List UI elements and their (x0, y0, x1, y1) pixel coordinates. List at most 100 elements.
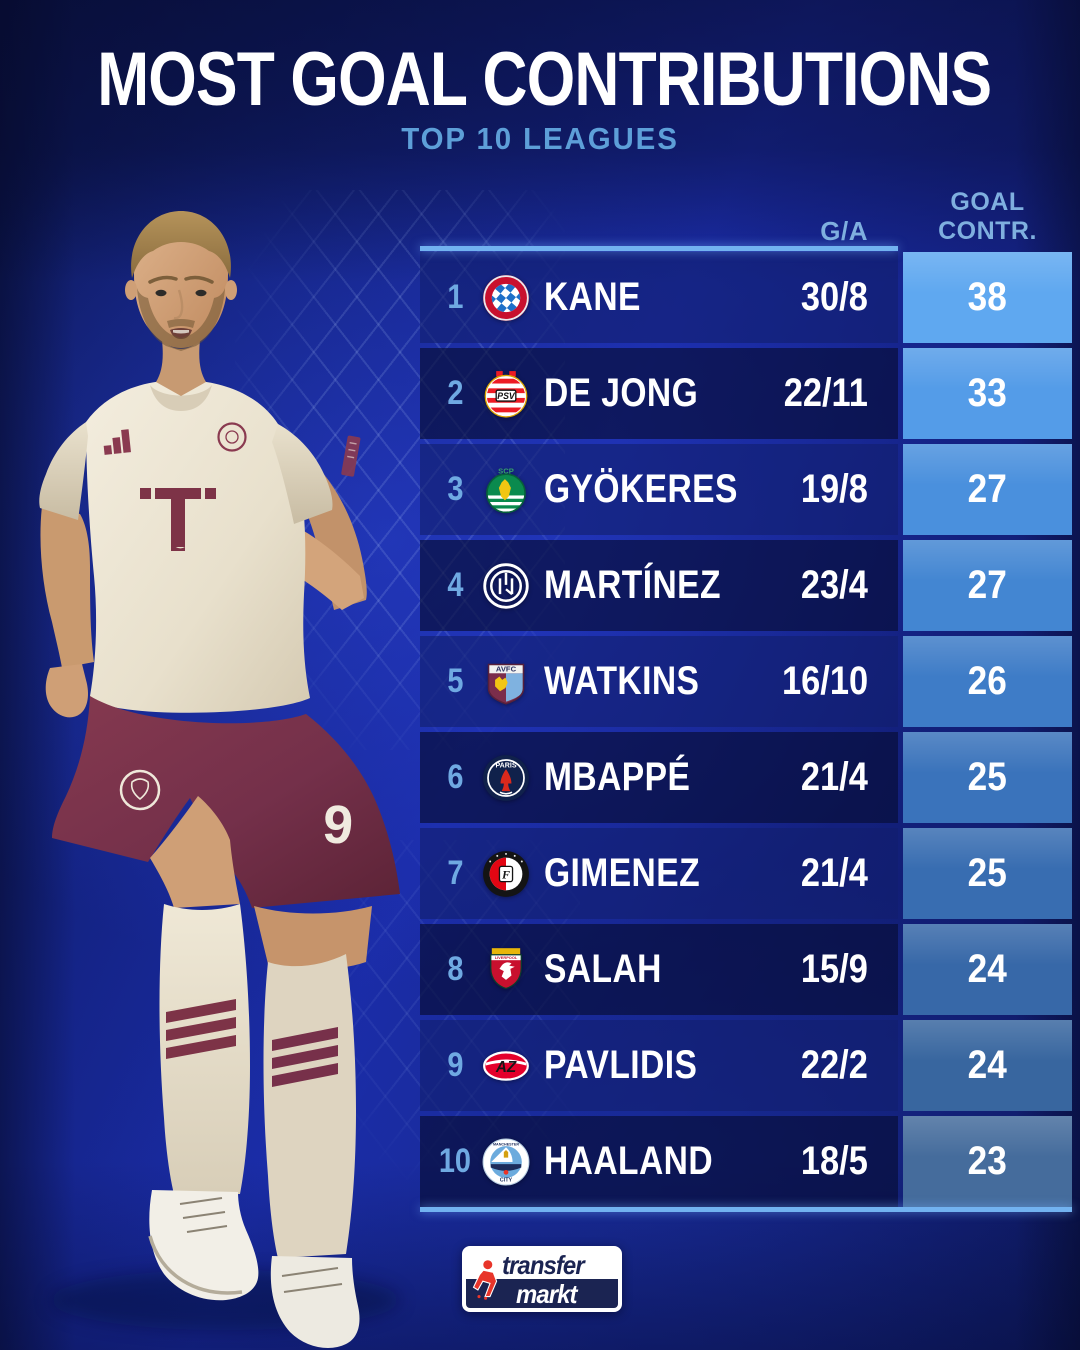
table-row: 1 KANE 30/8 38 (420, 252, 1072, 343)
table-rows: 1 KANE 30/8 38 2 PSV DE JONG 22/11 33 3 … (420, 252, 1072, 1212)
player-name: MBAPPÉ (544, 755, 691, 799)
svg-text:MANCHESTER: MANCHESTER (493, 1142, 519, 1146)
az-alkmaar-badge-icon: AZ (482, 1042, 530, 1090)
contr-value: 25 (967, 755, 1008, 799)
shorts-crest (119, 769, 161, 811)
transfermarkt-logo: transfer markt (462, 1246, 622, 1312)
manchester-city-badge-icon: MANCHESTER CITY (482, 1138, 530, 1186)
contr-value: 23 (967, 1139, 1008, 1183)
rank: 8 (446, 950, 464, 988)
player-name: WATKINS (544, 659, 700, 703)
player-name: GYÖKERES (544, 467, 738, 511)
logo-word-transfer: transfer (502, 1249, 585, 1280)
rank: 7 (446, 854, 464, 892)
ga-value: 19/8 (801, 467, 868, 511)
table-row: 4 MARTÍNEZ 23/4 27 (420, 540, 1072, 631)
ga-value: 18/5 (801, 1139, 868, 1183)
rank: 3 (446, 470, 464, 508)
transfermarkt-player-icon (472, 1259, 498, 1300)
player-name: PAVLIDIS (544, 1043, 698, 1087)
aston-villa-badge-icon: AVFC (482, 658, 530, 706)
table-bottom-divider (420, 1207, 1072, 1212)
column-header-ga: G/A (820, 216, 868, 246)
telekom-logo (140, 488, 216, 551)
table-row: 5 AVFC WATKINS 16/10 26 (420, 636, 1072, 727)
svg-text:F: F (501, 867, 510, 881)
contr-value: 33 (967, 371, 1008, 415)
ga-value: 22/11 (783, 371, 868, 415)
contr-cell: 23 (903, 1116, 1072, 1207)
page-title: MOST GOAL CONTRIBUTIONS (97, 37, 992, 122)
contr-value: 27 (967, 563, 1008, 607)
sock-stripes-right (272, 1027, 338, 1087)
svg-text:CITY: CITY (500, 1177, 513, 1183)
player-name: MARTÍNEZ (544, 563, 721, 607)
svg-text:AVFC: AVFC (496, 664, 517, 673)
psv-eindhoven-badge-icon: PSV (482, 370, 530, 418)
contr-value: 26 (967, 659, 1008, 703)
table-row: 10 MANCHESTER CITY HAALAND 18/5 23 (420, 1116, 1072, 1207)
table-row: 3 SCP GYÖKERES 19/8 27 (420, 444, 1072, 535)
contr-cell: 25 (903, 732, 1072, 823)
ga-value: 21/4 (801, 851, 868, 895)
feyenoord-badge-icon: F (482, 850, 530, 898)
contr-cell: 27 (903, 540, 1072, 631)
sock-stripes-left (166, 999, 236, 1059)
table-top-divider (420, 246, 898, 251)
table-row: 2 PSV DE JONG 22/11 33 (420, 348, 1072, 439)
contr-value: 38 (967, 275, 1008, 319)
shorts-number: 9 (321, 794, 355, 856)
column-header-goal-contr: GOAL CONTR. (938, 188, 1037, 245)
rank: 1 (446, 278, 464, 316)
page-subtitle: TOP 10 LEAGUES (401, 121, 679, 156)
ga-value: 15/9 (801, 947, 868, 991)
player-photo-kane: 9 (39, 211, 400, 1348)
player-name: KANE (544, 275, 641, 319)
logo-word-markt: markt (516, 1278, 577, 1309)
bayern-munich-badge-icon (482, 274, 530, 322)
rank: 4 (446, 566, 464, 604)
contr-cell: 27 (903, 444, 1072, 535)
table-row: 8 LIVERPOOL SALAH 15/9 24 (420, 924, 1072, 1015)
psg-badge-icon: PARIS (482, 754, 530, 802)
player-name: SALAH (544, 947, 662, 991)
ga-value: 21/4 (801, 755, 868, 799)
ga-value: 16/10 (781, 659, 868, 703)
svg-text:AZ: AZ (495, 1059, 517, 1076)
contr-cell: 24 (903, 1020, 1072, 1111)
table-row: 6 PARIS MBAPPÉ 21/4 25 (420, 732, 1072, 823)
liverpool-badge-icon: LIVERPOOL (482, 946, 530, 994)
contr-value: 27 (967, 467, 1008, 511)
sporting-cp-badge-icon: SCP (482, 466, 530, 514)
contr-value: 25 (967, 851, 1008, 895)
contr-cell: 25 (903, 828, 1072, 919)
rank: 6 (446, 758, 464, 796)
contr-cell: 33 (903, 348, 1072, 439)
table-row: 9 AZ PAVLIDIS 22/2 24 (420, 1020, 1072, 1111)
svg-text:SCP: SCP (498, 466, 514, 475)
contr-cell: 26 (903, 636, 1072, 727)
contr-value: 24 (967, 947, 1008, 991)
player-name: GIMENEZ (544, 851, 701, 895)
ga-value: 23/4 (801, 563, 868, 607)
rank: 5 (446, 662, 464, 700)
svg-text:PARIS: PARIS (495, 761, 516, 769)
sleeve-patch (341, 435, 361, 477)
rank: 2 (446, 374, 464, 412)
adidas-logo (103, 429, 131, 455)
rank: 9 (446, 1046, 464, 1084)
bayern-crest-outline (217, 422, 247, 452)
ga-value: 30/8 (801, 275, 868, 319)
svg-text:PSV: PSV (497, 390, 516, 400)
contr-cell: 24 (903, 924, 1072, 1015)
ga-value: 22/2 (801, 1043, 868, 1087)
contr-cell: 38 (903, 252, 1072, 343)
player-name: HAALAND (544, 1139, 714, 1183)
table-row: 7 F GIMENEZ 21/4 25 (420, 828, 1072, 919)
inter-milan-badge-icon (482, 562, 530, 610)
player-name: DE JONG (544, 371, 699, 415)
rank: 10 (438, 1142, 472, 1180)
contr-value: 24 (967, 1043, 1008, 1087)
svg-text:LIVERPOOL: LIVERPOOL (495, 955, 518, 960)
